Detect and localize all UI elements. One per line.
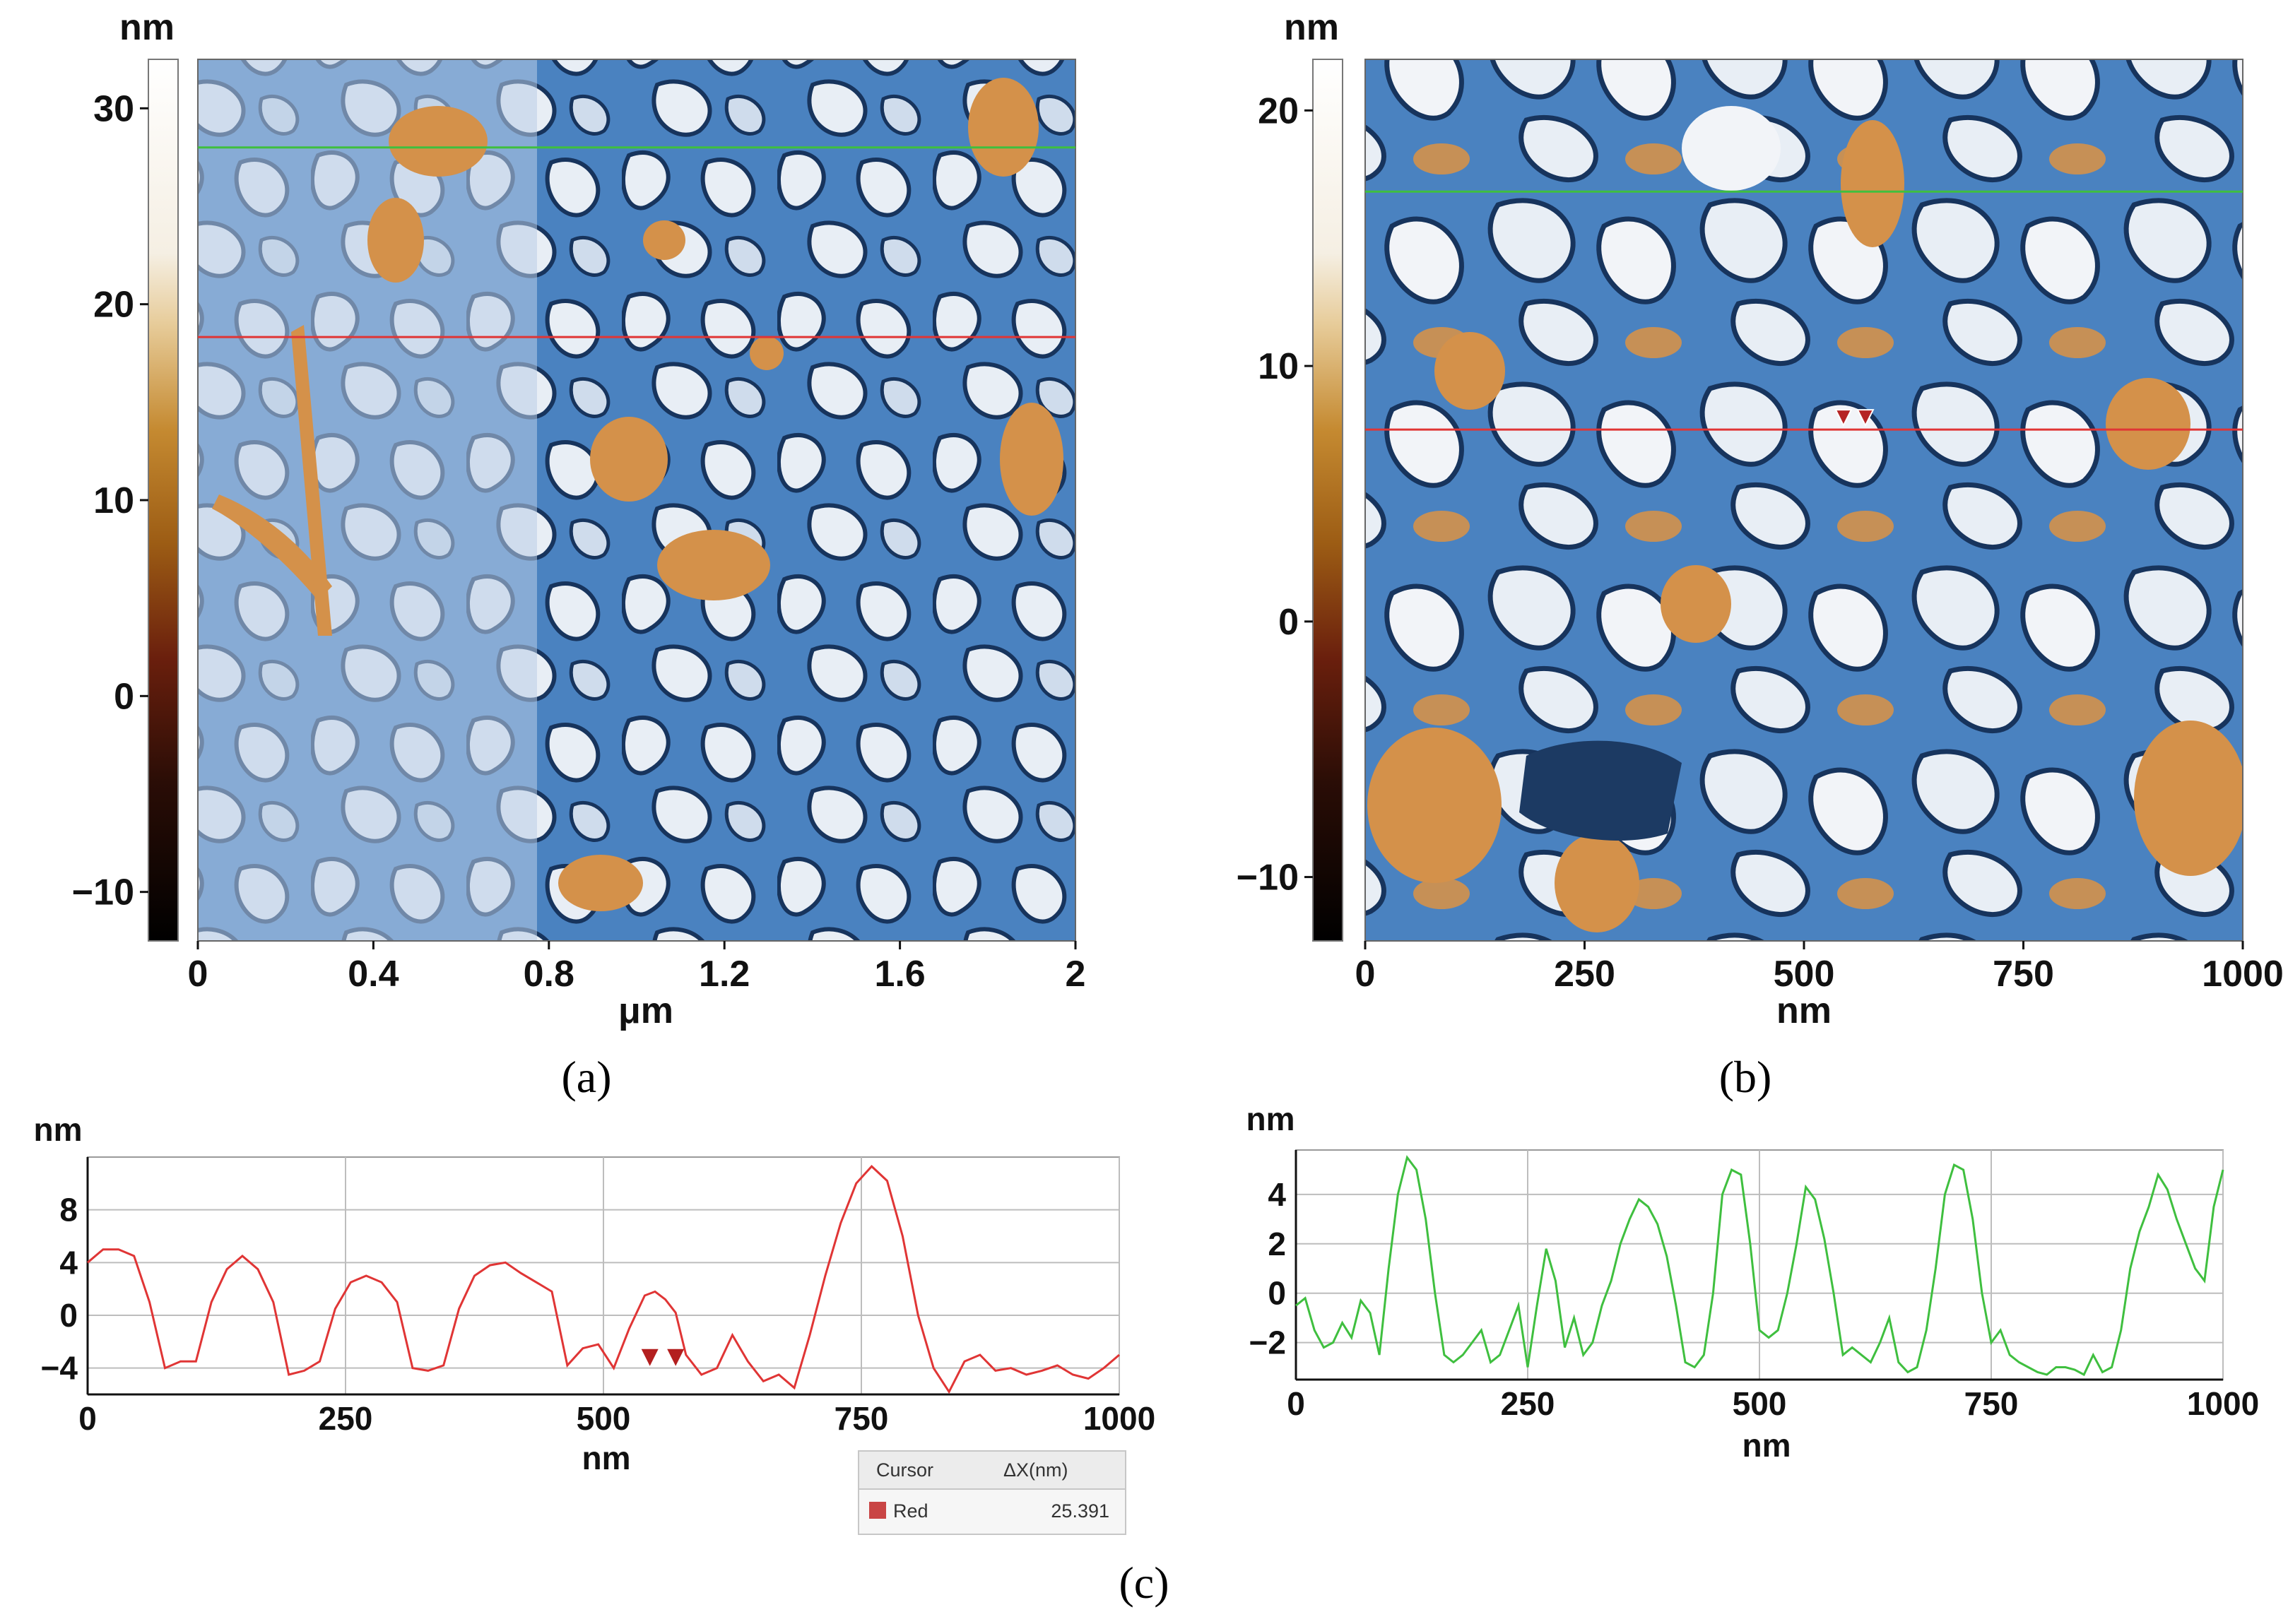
colorbar-tick-label: −10 bbox=[72, 872, 134, 913]
panel-b: nm 20 10 0 −10 0 250 500 750 1000 nm (b) bbox=[1237, 7, 2284, 1102]
x-tick-label: 250 bbox=[319, 1400, 373, 1437]
colorbar-a-ticks: 30 20 10 0 −10 bbox=[72, 88, 148, 913]
x-tick-label: 0.8 bbox=[524, 954, 574, 995]
x-tick-label: 0 bbox=[1355, 954, 1376, 995]
x-tick-label: 1.2 bbox=[699, 954, 750, 995]
cursor-table-row-name: Red bbox=[893, 1500, 928, 1522]
colorbar-tick-label: 0 bbox=[1278, 602, 1299, 643]
c-left-y-label: nm bbox=[34, 1111, 83, 1148]
x-tick-label: 1000 bbox=[2187, 1385, 2259, 1422]
x-tick-label: 0 bbox=[188, 954, 208, 995]
panel-label-b: (b) bbox=[1719, 1052, 1772, 1102]
x-axis-a-ticks: 0 0.4 0.8 1.2 1.6 2 bbox=[188, 941, 1086, 995]
x-axis-a-label: μm bbox=[618, 990, 673, 1031]
cursor-marker bbox=[641, 1349, 659, 1366]
panel-label-c: (c) bbox=[1119, 1558, 1169, 1608]
colorbar-tick-label: 10 bbox=[1258, 346, 1299, 387]
y-tick-label: 4 bbox=[59, 1244, 78, 1281]
x-tick-label: 500 bbox=[577, 1400, 631, 1437]
cursor-marker bbox=[1834, 409, 1853, 427]
x-axis-b-ticks: 0 250 500 750 1000 bbox=[1355, 941, 2284, 995]
cursor-marker bbox=[1856, 409, 1875, 427]
cursor-markers-b bbox=[1834, 409, 1875, 427]
x-axis-b-label: nm bbox=[1776, 990, 1832, 1031]
colorbar-b-ticks: 20 10 0 −10 bbox=[1237, 90, 1313, 899]
colorbar-tick-label: 0 bbox=[114, 676, 134, 717]
y-tick-label: 4 bbox=[1268, 1176, 1286, 1213]
afm-image-a bbox=[198, 59, 1075, 941]
c-right-series-green bbox=[1295, 1155, 2224, 1377]
c-left-series-red bbox=[87, 1164, 1120, 1394]
colorbar-a-label: nm bbox=[119, 7, 175, 48]
x-tick-label: 0 bbox=[1287, 1385, 1305, 1422]
c-right-x-label: nm bbox=[1742, 1427, 1791, 1464]
x-tick-label: 750 bbox=[835, 1400, 889, 1437]
cursor-table-header-dx: ΔX(nm) bbox=[1003, 1459, 1068, 1481]
y-tick-label: 0 bbox=[59, 1297, 78, 1334]
cursor-marker bbox=[667, 1349, 685, 1366]
colorbar-tick-label: 20 bbox=[93, 285, 134, 326]
x-tick-label: 1000 bbox=[2202, 954, 2284, 995]
colorbar-b-label: nm bbox=[1284, 7, 1339, 48]
x-tick-label: 2 bbox=[1066, 954, 1086, 995]
y-tick-label: −2 bbox=[1249, 1324, 1286, 1361]
y-tick-label: 8 bbox=[59, 1192, 78, 1228]
x-tick-label: 250 bbox=[1501, 1385, 1555, 1422]
x-tick-label: 750 bbox=[1964, 1385, 2019, 1422]
colorbar-a bbox=[148, 59, 179, 942]
x-tick-label: 500 bbox=[1733, 1385, 1787, 1422]
cursor-table-row-value: 25.391 bbox=[1051, 1500, 1109, 1522]
c-left-grid bbox=[86, 1156, 1120, 1396]
panel-a: nm 30 20 10 0 −10 0 0.4 0.8 1.2 1.6 2 μm (a) bbox=[72, 7, 1086, 1102]
x-tick-label: 250 bbox=[1554, 954, 1615, 995]
y-tick-label: 2 bbox=[1268, 1226, 1286, 1262]
colorbar-tick-label: 20 bbox=[1258, 90, 1299, 131]
afm-image-b bbox=[1365, 59, 2243, 941]
cursor-table: Cursor ΔX(nm) Red 25.391 bbox=[858, 1450, 1126, 1535]
colorbar-b bbox=[1312, 59, 1343, 942]
x-tick-label: 0 bbox=[78, 1400, 97, 1437]
colorbar-tick-label: 10 bbox=[93, 480, 134, 521]
cursor-table-header-cursor: Cursor bbox=[876, 1459, 933, 1481]
x-tick-label: 750 bbox=[1993, 954, 2054, 995]
cursor-color-swatch bbox=[869, 1502, 886, 1519]
colorbar-tick-label: 30 bbox=[93, 88, 134, 129]
x-tick-label: 1000 bbox=[1083, 1400, 1155, 1437]
c-left-cursor-markers bbox=[641, 1349, 685, 1366]
colorbar-tick-label: −10 bbox=[1237, 858, 1299, 899]
c-right-grid bbox=[1295, 1149, 2224, 1381]
x-tick-label: 0.4 bbox=[348, 954, 399, 995]
x-tick-label: 1.6 bbox=[874, 954, 925, 995]
x-tick-label: 500 bbox=[1774, 954, 1835, 995]
y-tick-label: −4 bbox=[41, 1350, 78, 1387]
panel-label-a: (a) bbox=[561, 1052, 611, 1102]
y-tick-label: 0 bbox=[1268, 1275, 1286, 1312]
c-right-y-label: nm bbox=[1246, 1101, 1295, 1137]
c-left-x-label: nm bbox=[582, 1440, 631, 1476]
